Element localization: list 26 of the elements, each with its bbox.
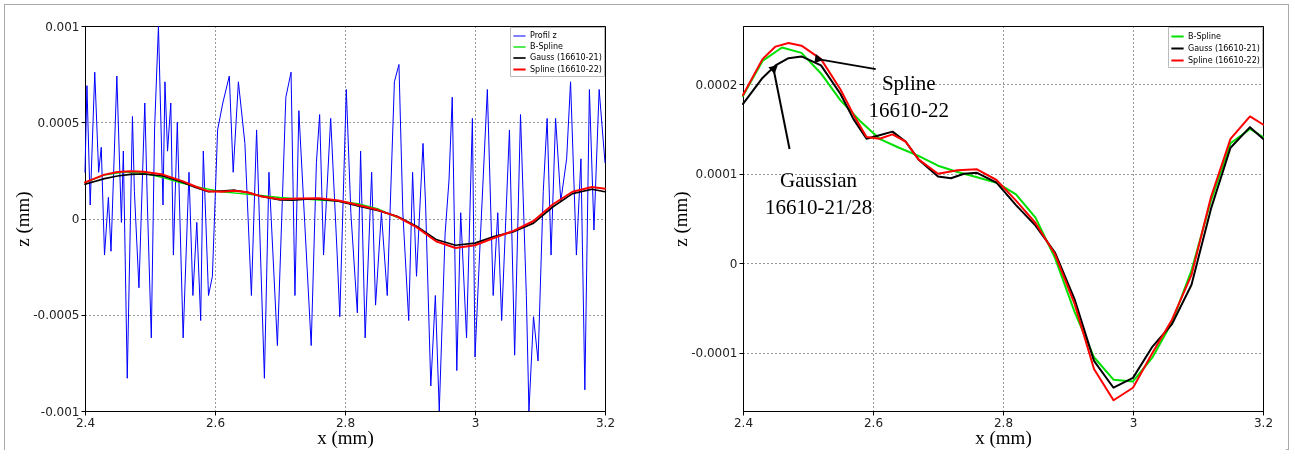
y-tick-label: 0.0005 (37, 115, 80, 130)
x-tick-label: 3.2 (595, 415, 616, 430)
x-tick-label: 3 (471, 415, 480, 430)
x-tick-label: 3 (1129, 415, 1138, 430)
y-axis-title: z (mm) (670, 191, 693, 247)
y-tick-label: 0.0001 (695, 167, 738, 182)
y-tick-label: 0 (729, 256, 738, 271)
legend-label: Spline (16610-22) (1188, 55, 1260, 65)
y-tick-label: 0 (71, 212, 80, 226)
annotation: Gaussian 16610-21/28 (764, 167, 873, 219)
legend-label: B-Spline (1188, 31, 1222, 41)
annotation: Spline 16610-22 (868, 71, 949, 123)
y-axis-title: z (mm) (12, 191, 35, 247)
y-tick-label: 0.0002 (695, 77, 738, 92)
y-tick-label: -0.0001 (691, 346, 738, 361)
legend-label: Profil z (530, 31, 557, 40)
y-tick-label: 0.001 (45, 19, 80, 34)
legend-label: Gauss (16610-21) (530, 53, 602, 62)
x-tick-label: 2.6 (205, 415, 226, 430)
x-tick-label: 2.6 (863, 415, 884, 430)
y-tick-label: -0.0005 (33, 308, 80, 323)
x-tick-label: 3.2 (1253, 415, 1274, 430)
legend-label: Spline (16610-22) (530, 64, 602, 74)
legend-label: B-Spline (530, 42, 564, 51)
x-tick-label: 2.4 (733, 415, 754, 430)
legend-label: Gauss (16610-21) (1188, 43, 1260, 53)
